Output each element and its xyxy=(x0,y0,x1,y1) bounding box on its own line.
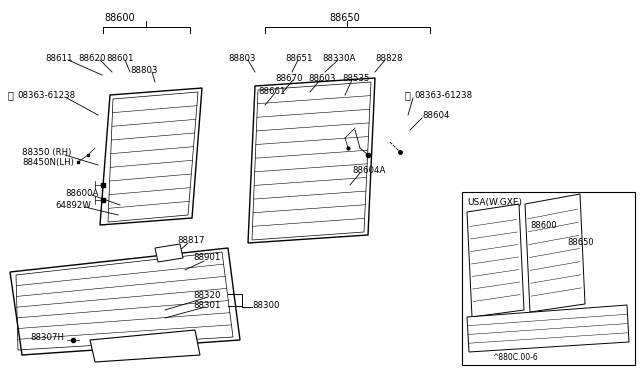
Text: 88661: 88661 xyxy=(258,87,285,96)
Text: 88817: 88817 xyxy=(177,235,205,244)
Text: 88330A: 88330A xyxy=(322,54,355,62)
Text: 88611: 88611 xyxy=(45,54,72,62)
Text: 08363-61238: 08363-61238 xyxy=(414,90,472,99)
Bar xyxy=(462,192,635,365)
Text: ^880C.00-6: ^880C.00-6 xyxy=(492,353,538,362)
Text: Ⓢ: Ⓢ xyxy=(405,90,411,100)
Text: 64892W: 64892W xyxy=(55,201,91,209)
Text: 88450N(LH): 88450N(LH) xyxy=(22,157,74,167)
Text: 88803: 88803 xyxy=(228,54,255,62)
Polygon shape xyxy=(525,194,585,312)
Text: USA(W.GXE): USA(W.GXE) xyxy=(467,198,522,206)
Text: 88620: 88620 xyxy=(78,54,106,62)
Text: 88601: 88601 xyxy=(106,54,134,62)
Text: 88301: 88301 xyxy=(193,301,221,310)
Polygon shape xyxy=(155,244,183,262)
Text: Ⓢ: Ⓢ xyxy=(8,90,14,100)
Text: 88828: 88828 xyxy=(375,54,403,62)
Text: 88604: 88604 xyxy=(422,110,449,119)
Text: 88670: 88670 xyxy=(275,74,303,83)
Text: 88650: 88650 xyxy=(567,237,594,247)
Text: 88300: 88300 xyxy=(252,301,280,310)
Polygon shape xyxy=(248,78,375,243)
Text: 88901: 88901 xyxy=(193,253,220,263)
Polygon shape xyxy=(90,330,200,362)
Text: 88600A: 88600A xyxy=(65,189,99,198)
Text: 88600: 88600 xyxy=(105,13,135,23)
Text: 88320: 88320 xyxy=(193,291,221,299)
Text: 88604A: 88604A xyxy=(352,166,385,174)
Text: 88650: 88650 xyxy=(330,13,360,23)
Polygon shape xyxy=(467,305,629,352)
Text: 88803: 88803 xyxy=(130,65,157,74)
Text: 88603: 88603 xyxy=(308,74,335,83)
Text: 88535: 88535 xyxy=(342,74,369,83)
Text: 88307H: 88307H xyxy=(30,334,64,343)
Polygon shape xyxy=(10,248,240,355)
Text: 88350 (RH): 88350 (RH) xyxy=(22,148,72,157)
Polygon shape xyxy=(467,204,524,317)
Text: 88600: 88600 xyxy=(530,221,557,230)
Polygon shape xyxy=(100,88,202,225)
Text: 08363-61238: 08363-61238 xyxy=(17,90,75,99)
Text: 88651: 88651 xyxy=(285,54,312,62)
